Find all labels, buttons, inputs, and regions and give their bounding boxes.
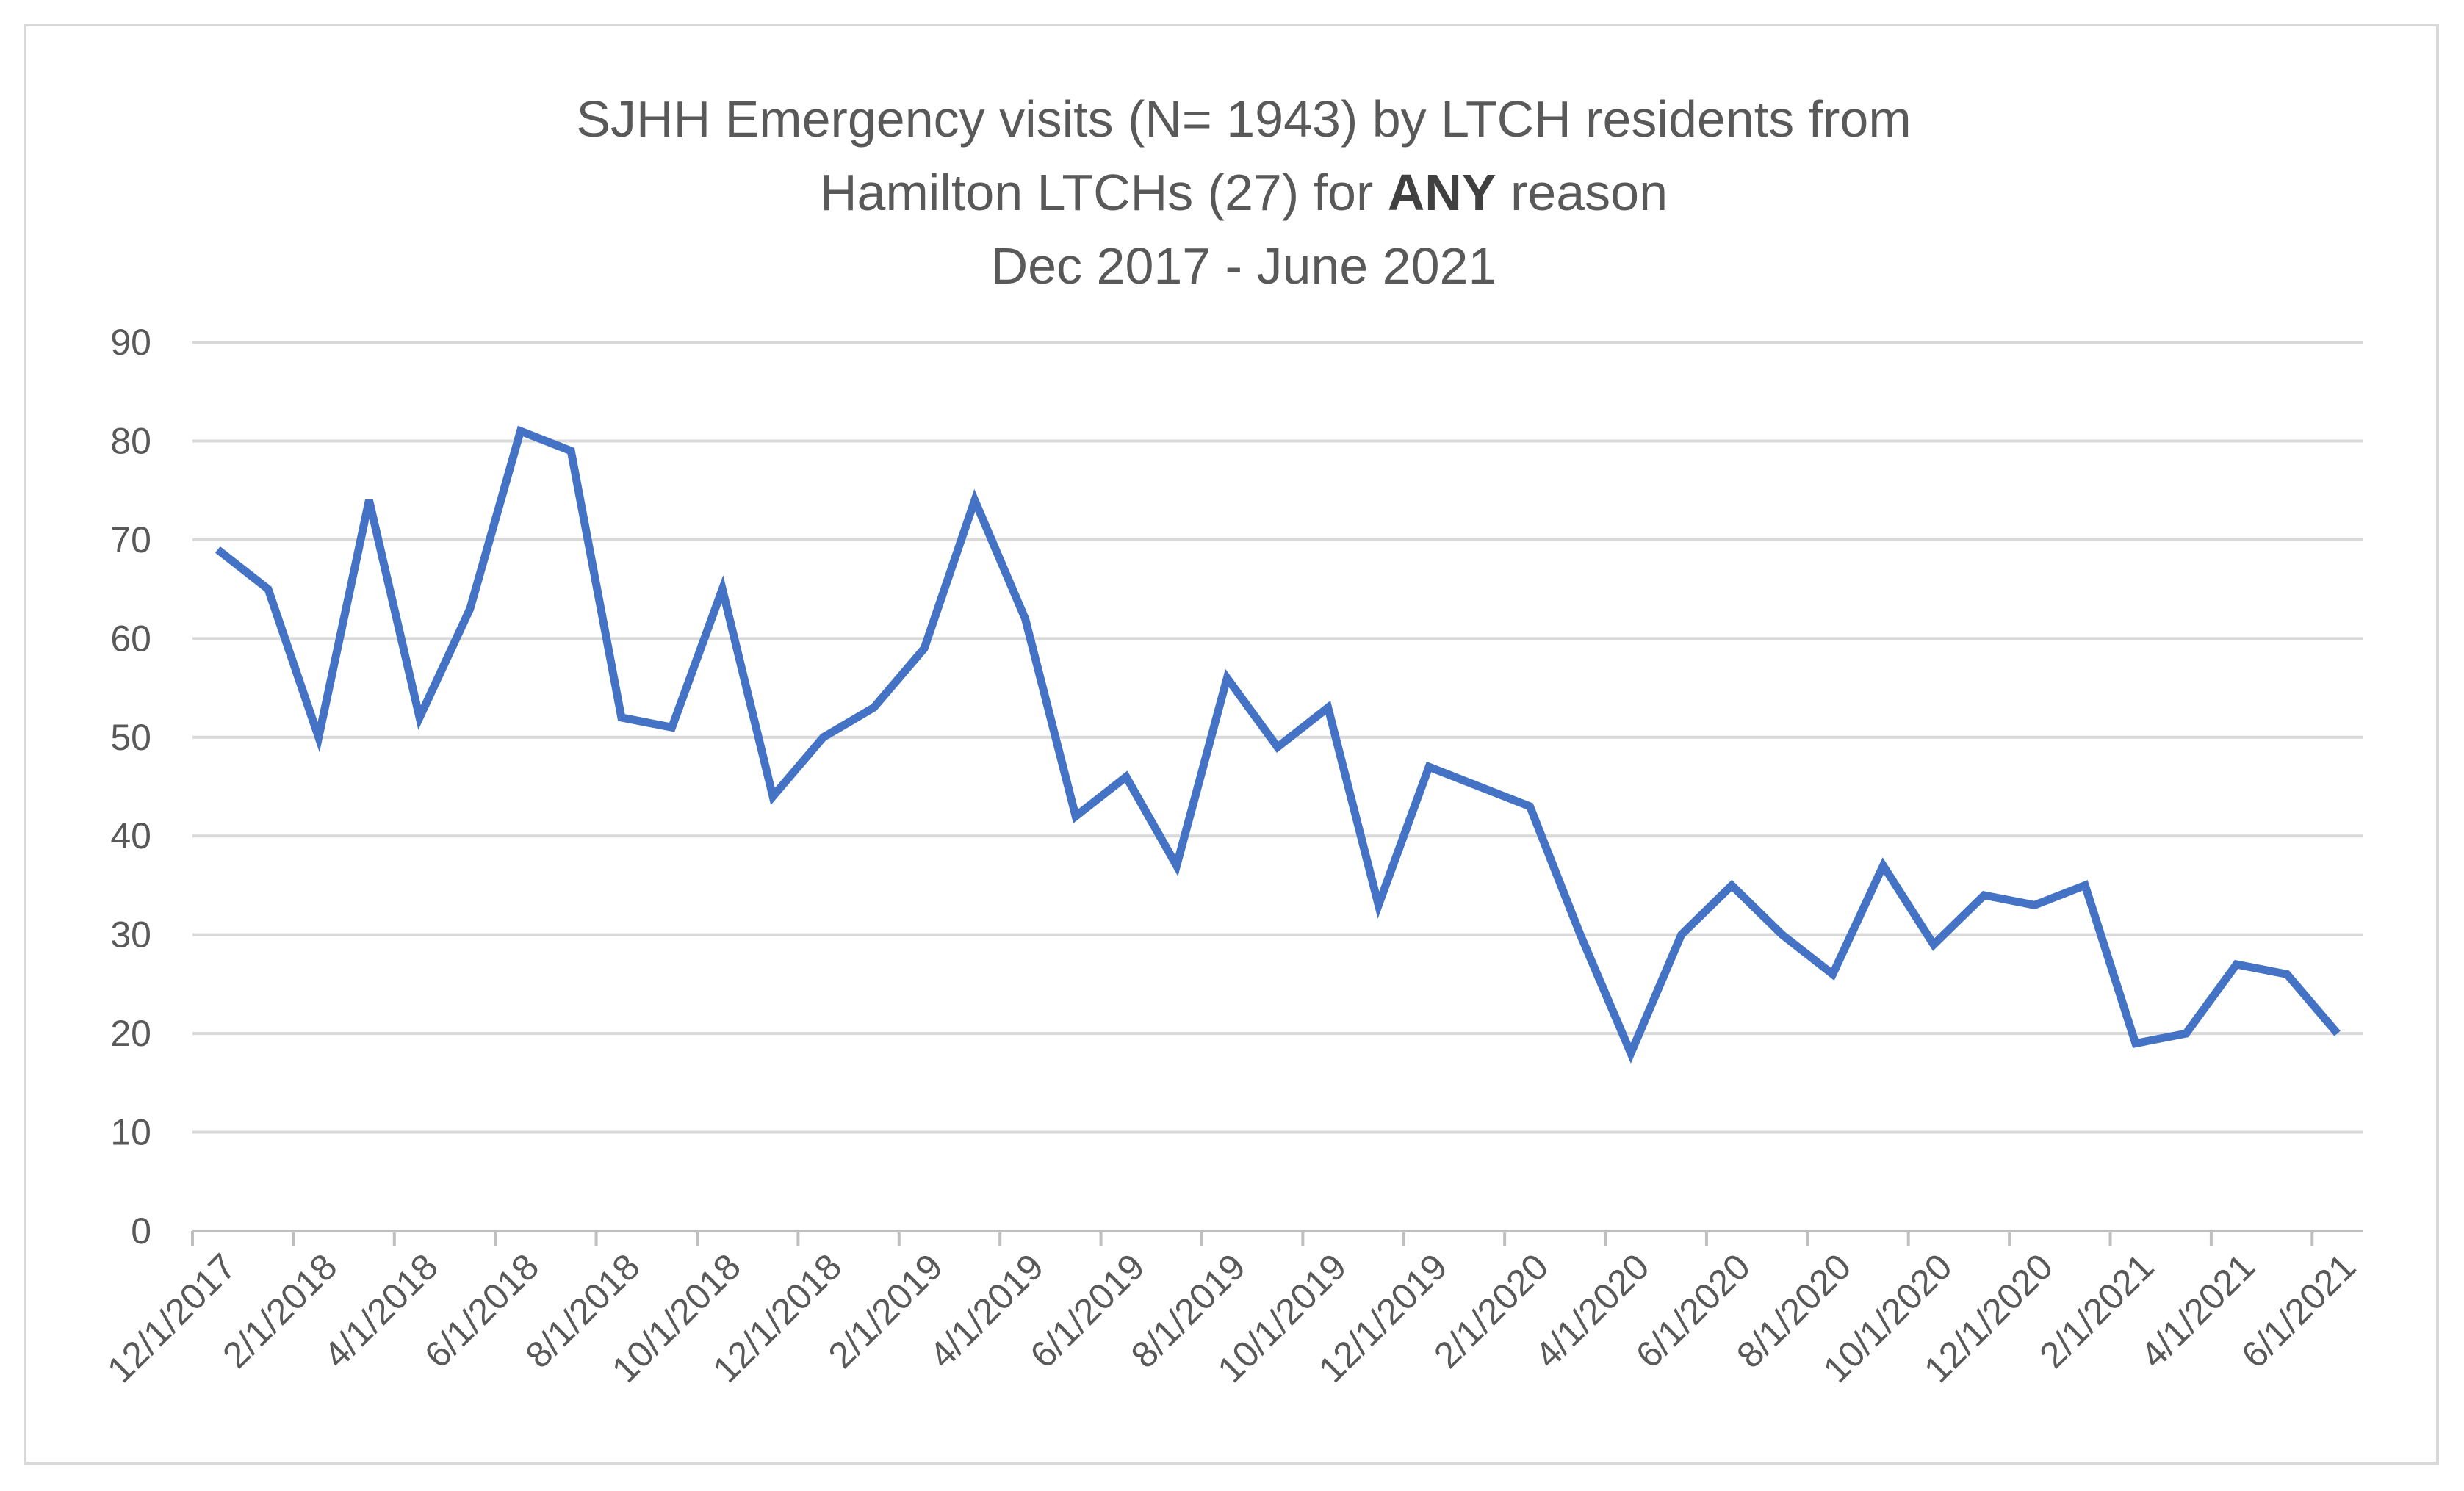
x-axis: 12/1/20172/1/20184/1/20186/1/20188/1/201… bbox=[99, 1230, 2363, 1390]
chart-title-line-2: Hamilton LTCHs (27) for ANY reason bbox=[820, 164, 1668, 221]
series-line bbox=[215, 425, 2341, 1064]
chart-title-line-3: Dec 2017 - June 2021 bbox=[991, 237, 1497, 295]
y-tick-label: 10 bbox=[110, 1112, 151, 1153]
chart-title-line-2-start: Hamilton LTCHs (27) for bbox=[820, 164, 1388, 221]
y-tick-label: 0 bbox=[131, 1210, 151, 1252]
y-axis-tick-labels: 0 10 20 30 40 50 60 70 80 90 bbox=[110, 322, 151, 1252]
y-tick-label: 70 bbox=[110, 519, 151, 560]
chart-title-line-2-end: reason bbox=[1496, 164, 1668, 221]
chart-title-line-1: SJHH Emergency visits (N= 1943) by LTCH … bbox=[576, 90, 1911, 148]
chart-title-emphasis: ANY bbox=[1388, 164, 1496, 221]
y-tick-label: 80 bbox=[110, 420, 151, 461]
y-tick-label: 20 bbox=[110, 1013, 151, 1054]
y-tick-label: 30 bbox=[110, 914, 151, 956]
line-chart: SJHH Emergency visits (N= 1943) by LTCH … bbox=[99, 90, 2363, 1390]
chart-frame: SJHH Emergency visits (N= 1943) by LTCH … bbox=[24, 24, 2439, 1465]
y-tick-label: 40 bbox=[110, 815, 151, 856]
x-tick-label: 12/1/2017 bbox=[99, 1246, 244, 1390]
gridlines bbox=[192, 341, 2363, 1134]
chart-title: SJHH Emergency visits (N= 1943) by LTCH … bbox=[576, 90, 1911, 295]
y-tick-label: 90 bbox=[110, 322, 151, 363]
series-layer bbox=[215, 425, 2341, 1064]
y-tick-label: 60 bbox=[110, 618, 151, 659]
y-tick-label: 50 bbox=[110, 717, 151, 758]
